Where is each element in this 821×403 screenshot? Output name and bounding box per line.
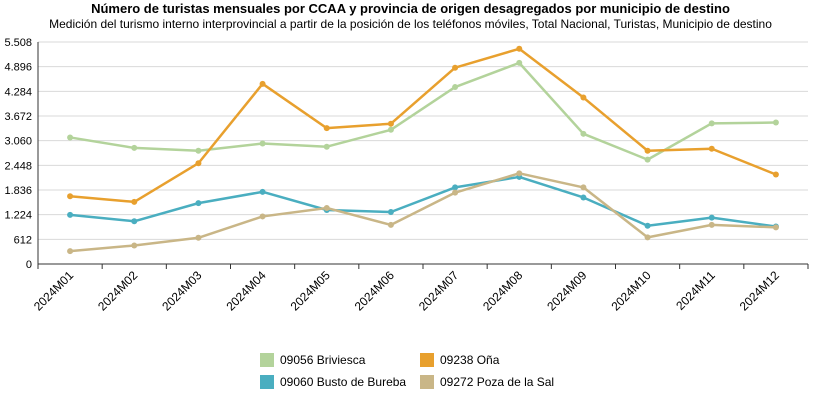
x-tick-label: 2024M11	[673, 268, 718, 313]
y-tick-label: 4.896	[4, 62, 32, 74]
data-point	[644, 234, 651, 241]
y-tick-label: 612	[14, 234, 32, 246]
data-point	[195, 147, 202, 154]
x-tick-label: 2024M09	[544, 268, 590, 314]
legend-swatch	[420, 375, 434, 389]
data-point	[516, 45, 523, 52]
data-point	[452, 189, 459, 196]
chart-title: Número de turistas mensuales por CCAA y …	[91, 1, 730, 16]
data-point	[580, 94, 587, 101]
data-point	[772, 119, 779, 126]
legend-item: 09272 Poza de la Sal	[420, 373, 554, 391]
y-tick-label: 4.284	[4, 86, 32, 98]
x-tick-label: 2024M01	[31, 268, 77, 314]
legend-swatch	[420, 353, 434, 367]
legend-swatch	[260, 375, 274, 389]
data-point	[387, 209, 394, 216]
x-tick-label: 2024M02	[95, 268, 141, 314]
data-point	[708, 145, 715, 152]
x-tick-label: 2024M08	[480, 268, 526, 314]
legend-item: 09056 Briviesca	[260, 351, 365, 369]
series-line	[68, 175, 778, 228]
legend-label: 09238 Oña	[440, 353, 500, 367]
data-point	[772, 171, 779, 178]
legend: 09056 Briviesca 09060 Busto de Bureba 0923…	[260, 351, 600, 391]
series-09238-o-a	[67, 45, 779, 205]
data-point	[259, 140, 266, 147]
legend-label: 09060 Busto de Bureba	[280, 375, 407, 389]
series-line	[68, 172, 778, 253]
series-lines	[67, 45, 779, 255]
x-tick-label: 2024M06	[352, 268, 398, 314]
data-point	[708, 214, 715, 221]
y-tick-label: 3.060	[4, 136, 32, 148]
data-point	[452, 64, 459, 71]
chart-subtitle: Medición del turismo interno interprovin…	[49, 17, 772, 31]
data-point	[580, 184, 587, 191]
data-point	[67, 248, 74, 255]
data-point	[644, 156, 651, 163]
x-tick-label: 2024M10	[608, 268, 654, 314]
data-point	[452, 184, 459, 191]
data-point	[323, 204, 330, 211]
data-point	[67, 193, 74, 200]
data-point	[580, 194, 587, 201]
data-point	[323, 125, 330, 132]
x-tick-label: 2024M07	[416, 268, 462, 314]
data-point	[580, 130, 587, 137]
y-tick-label: 3.672	[4, 111, 32, 123]
legend-label: 09056 Briviesca	[280, 353, 366, 367]
data-point	[772, 224, 779, 231]
data-point	[708, 120, 715, 127]
y-tick-label: 1.224	[4, 210, 32, 222]
axes	[37, 42, 809, 269]
y-tick-labels: 0 612 1.224 1.836 2.448 3.060 3.672 4.284 4.896 5…	[4, 37, 32, 271]
data-point	[644, 147, 651, 154]
legend-item: 09060 Busto de Bureba	[260, 373, 406, 391]
x-tick-label: 2024M12	[737, 268, 783, 314]
legend-item: 09238 Oña	[420, 351, 499, 369]
legend-label: 09272 Poza de la Sal	[440, 375, 555, 389]
x-tick-label: 2024M04	[223, 268, 269, 314]
data-point	[516, 170, 523, 177]
series-line	[68, 61, 778, 161]
data-point	[708, 221, 715, 228]
x-tick-label: 2024M05	[288, 268, 334, 314]
series-09056-briviesca	[67, 59, 779, 163]
data-point	[259, 80, 266, 87]
data-point	[67, 134, 74, 141]
data-point	[131, 218, 138, 225]
data-point	[259, 213, 266, 220]
data-point	[195, 234, 202, 241]
data-point	[452, 84, 459, 91]
y-tick-label: 5.508	[4, 37, 32, 49]
legend-swatch	[260, 353, 274, 367]
y-tick-label: 2.448	[4, 160, 32, 172]
data-point	[131, 144, 138, 151]
data-point	[131, 242, 138, 249]
data-point	[387, 120, 394, 127]
data-point	[516, 59, 523, 66]
series-line	[68, 47, 778, 204]
data-point	[387, 126, 394, 133]
y-tick-label: 1.836	[4, 185, 32, 197]
series-09060-busto-de-bureba	[67, 173, 779, 230]
data-point	[67, 211, 74, 218]
data-point	[195, 200, 202, 207]
x-tick-label: 2024M03	[159, 268, 205, 314]
y-tick-label: 0	[26, 259, 32, 271]
data-point	[644, 222, 651, 229]
data-point	[323, 143, 330, 150]
data-point	[195, 160, 202, 167]
gridlines	[38, 41, 808, 240]
series-09272-poza-de-la-sal	[67, 170, 779, 255]
x-tick-labels: 2024M01 2024M02 2024M03 2024M04 2024M05 2024M…	[31, 268, 782, 314]
data-point	[131, 198, 138, 205]
data-point	[387, 221, 394, 228]
data-point	[259, 188, 266, 195]
